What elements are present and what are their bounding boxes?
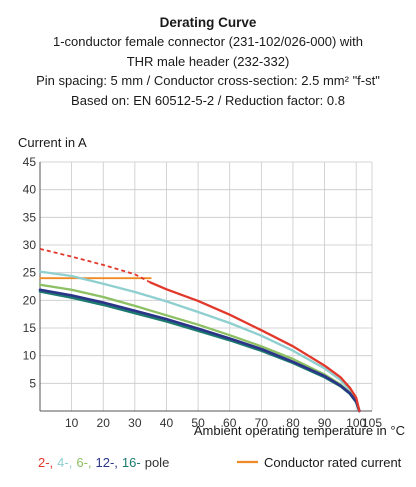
y-tick-label: 5 — [29, 376, 36, 390]
x-tick-label: 30 — [128, 416, 142, 430]
subtitle-line-3: Pin spacing: 5 mm / Conductor cross-sect… — [36, 73, 380, 89]
legend-pole-label: 2-, — [38, 455, 53, 470]
x-tick-label: 40 — [160, 416, 174, 430]
legend-pole-label: 6-, — [76, 455, 91, 470]
y-tick-label: 40 — [23, 183, 37, 197]
subtitle-line-4: Based on: EN 60512-5-2 / Reduction facto… — [71, 92, 345, 108]
x-tick-label: 10 — [65, 416, 79, 430]
subtitle-line-1: 1-conductor female connector (231-102/02… — [52, 34, 363, 49]
y-tick-label: 20 — [23, 293, 37, 307]
series-line-4-pole — [38, 270, 361, 413]
y-tick-label: 15 — [23, 321, 37, 335]
x-tick-label: 100 — [346, 416, 366, 430]
legend-pole-labels: 2-, 4-, 6-, 12-, 16- pole — [38, 455, 169, 470]
x-tick-label: 80 — [286, 416, 300, 430]
legend-pole-label: 12-, — [96, 455, 118, 470]
series-line-12-pole — [38, 288, 361, 413]
series-lines — [38, 248, 361, 413]
legend-pole-label: pole — [145, 455, 170, 470]
legend: 2-, 4-, 6-, 12-, 16- pole Conductor rated curr… — [38, 455, 402, 470]
legend-pole-label: 16- — [122, 455, 141, 470]
legend-pole-label: 4-, — [57, 455, 72, 470]
y-tick-label: 45 — [23, 155, 37, 169]
y-tick-label: 30 — [23, 238, 37, 252]
x-tick-label: 105 — [362, 416, 382, 430]
y-tick-label: 25 — [23, 266, 37, 280]
y-tick-label: 10 — [23, 349, 37, 363]
subtitle-line-2: THR male header (232-332) — [126, 53, 290, 69]
series-line-16-pole — [38, 290, 361, 413]
legend-rated-label: Conductor rated current — [264, 455, 402, 470]
series-line-2-pole — [149, 281, 361, 413]
x-tick-label: 20 — [97, 416, 111, 430]
chart-title: Derating Curve — [159, 15, 257, 30]
x-tick-label: 60 — [223, 416, 237, 430]
series-line-6-pole — [38, 283, 361, 413]
series-line-2-pole-dashed — [39, 248, 152, 284]
x-tick-label: 90 — [318, 416, 332, 430]
chart-header: Derating Curve 1-conductor female connec… — [0, 14, 416, 110]
x-tick-label: 70 — [255, 416, 269, 430]
axes — [39, 162, 372, 412]
x-axis-title: Ambient operating temperature in °C — [194, 423, 405, 438]
y-tick-label: 35 — [23, 210, 37, 224]
y-axis-title: Current in A — [18, 135, 87, 150]
x-tick-label: 50 — [191, 416, 205, 430]
